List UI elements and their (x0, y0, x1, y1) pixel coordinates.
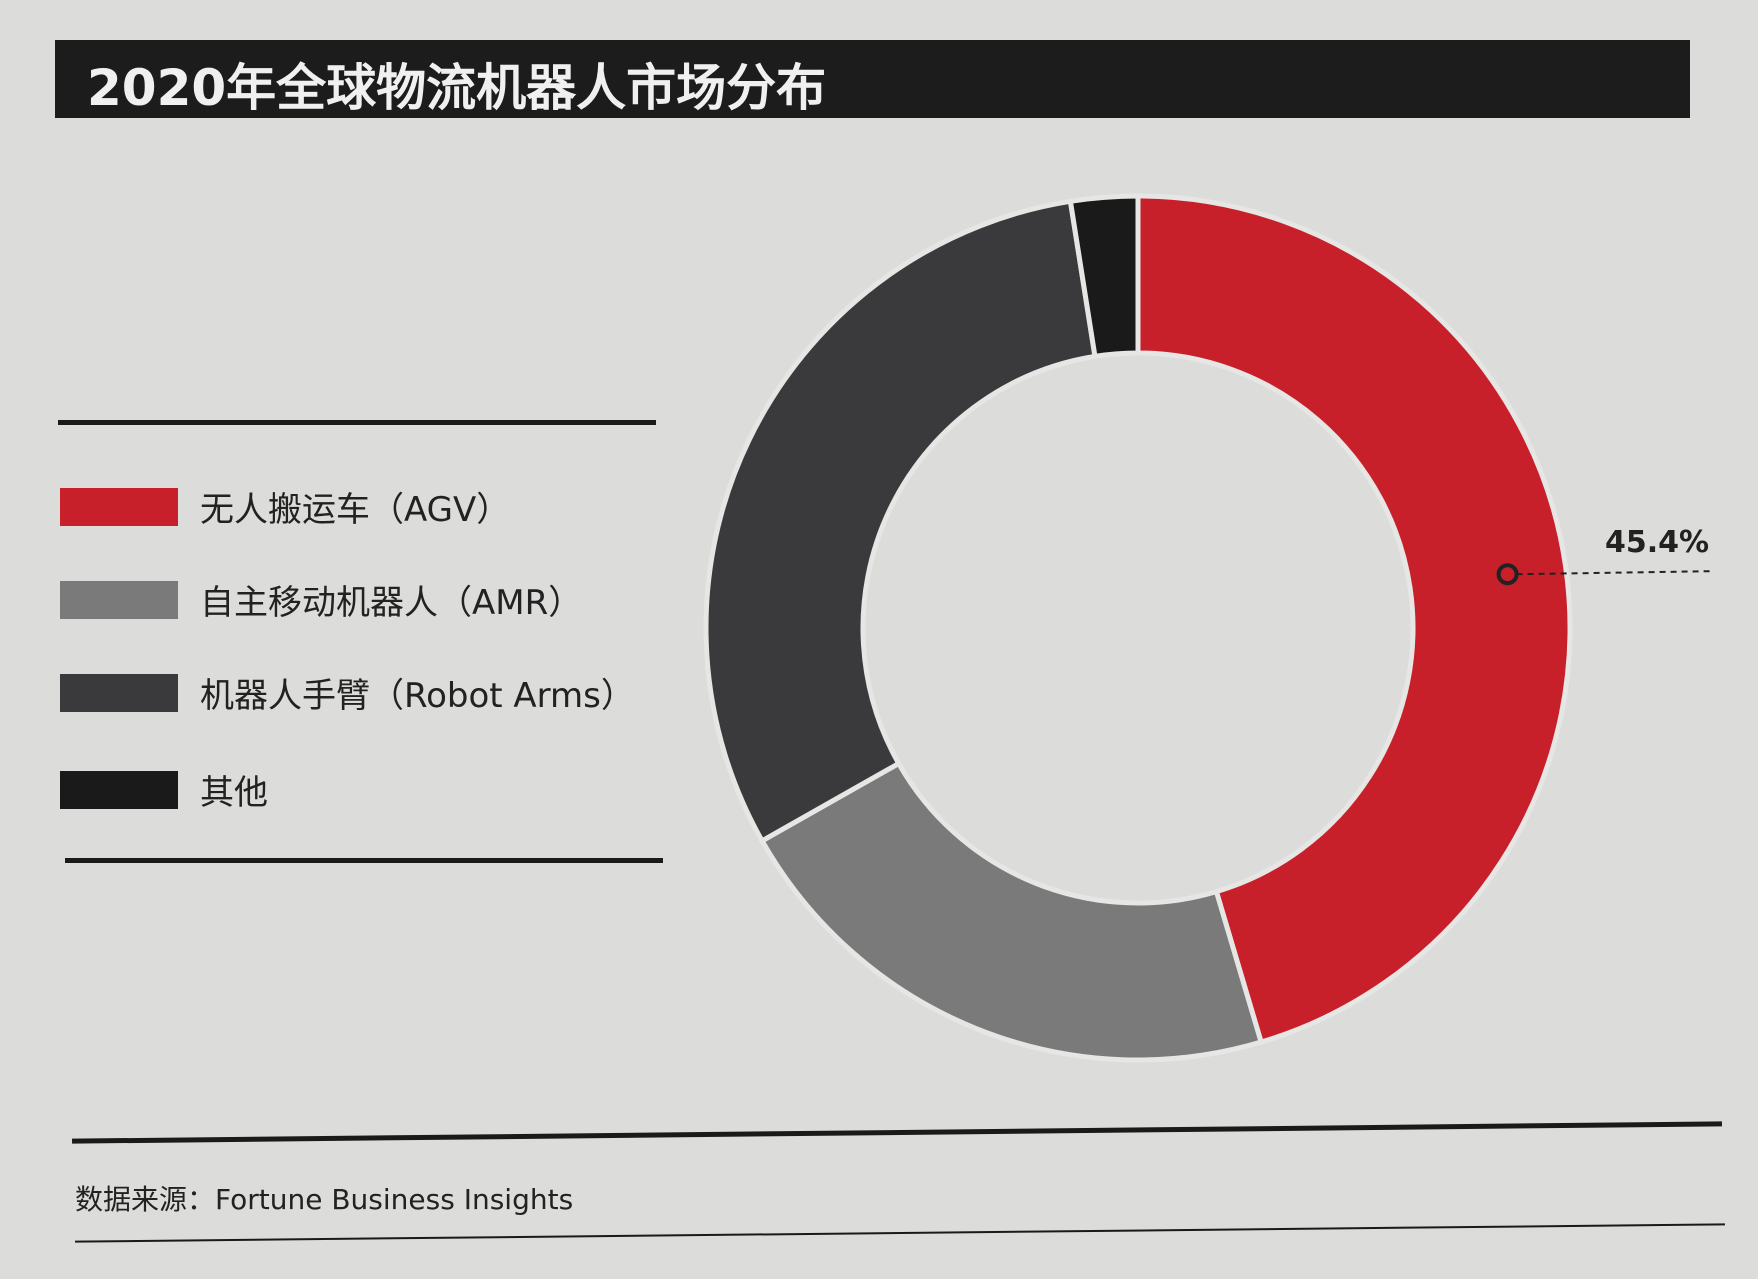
legend-item: 自主移动机器人（AMR） (60, 575, 582, 624)
legend-item: 无人搬运车（AGV） (60, 482, 510, 531)
legend-label: 其他 (200, 773, 268, 813)
legend-swatch (60, 487, 178, 526)
donut-slice (1067, 193, 1141, 360)
legend-swatch (60, 580, 178, 619)
legend-label: 自主移动机器人（AMR） (200, 583, 583, 623)
title-bar: 2020年全球物流机器人市场分布 (55, 40, 1690, 118)
data-label: 45.4% (1605, 525, 1709, 560)
legend-swatch (60, 673, 178, 712)
legend-item: 其他 (60, 765, 268, 814)
donut-slice (703, 198, 1098, 845)
donut-slice (1135, 193, 1573, 1046)
legend-item: 机器人手臂（Robot Arms） (60, 668, 635, 717)
legend-swatch (60, 770, 178, 809)
legend-bottom-divider (65, 858, 663, 863)
donut-slice (758, 760, 1265, 1063)
legend-label: 机器人手臂（Robot Arms） (200, 676, 635, 716)
legend-top-divider (58, 420, 656, 425)
chart-title: 2020年全球物流机器人市场分布 (87, 59, 827, 117)
legend-label: 无人搬运车（AGV） (200, 490, 511, 530)
source-note: 数据来源：Fortune Business Insights (75, 1183, 574, 1216)
